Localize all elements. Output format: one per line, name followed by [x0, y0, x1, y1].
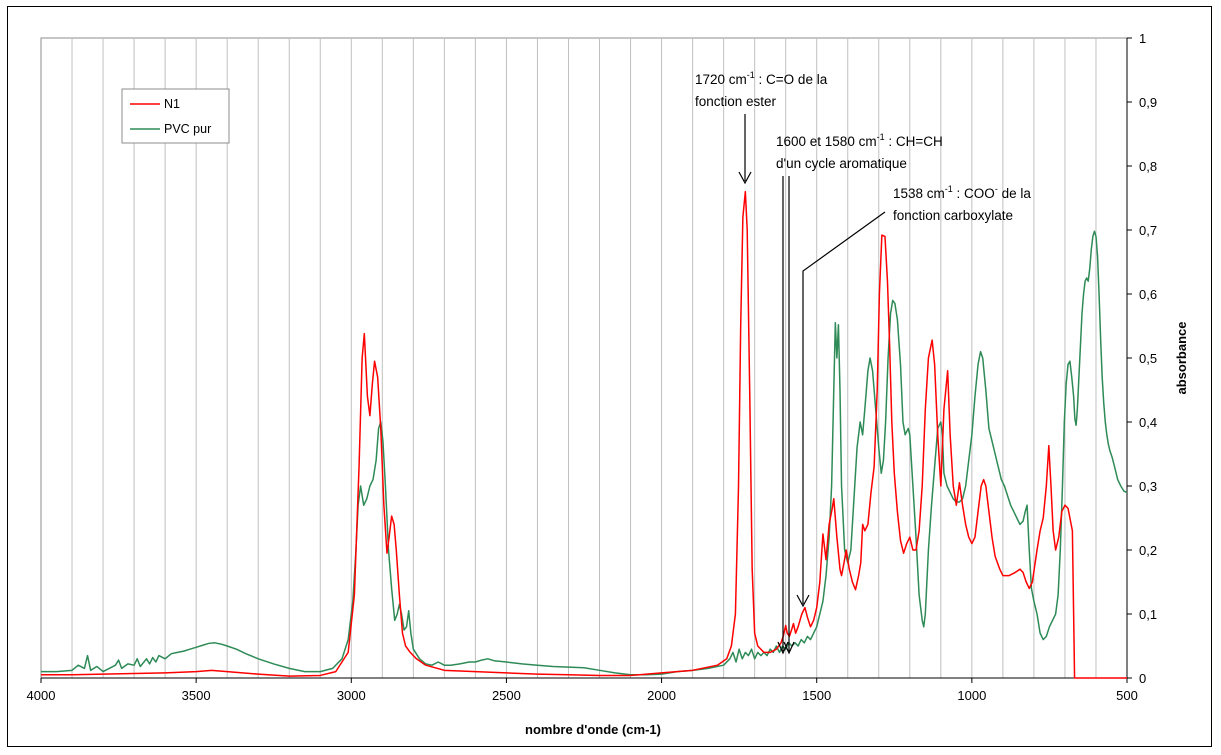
x-tick-label: 3000 [337, 688, 366, 703]
annotation-aromatic-arrowhead-1600 [777, 641, 789, 655]
vertical-gridlines [71, 38, 1097, 678]
y-tick-label: 0,7 [1139, 223, 1157, 238]
annotation-aromatic-arrowhead-1580 [783, 641, 795, 655]
annotation-ester-arrowhead [738, 171, 752, 185]
legend: N1 PVC pur [121, 88, 230, 144]
annotation-aromatic-line2: d'un cycle aromatique [776, 156, 907, 171]
series-line-pvc-pur [41, 230, 1128, 676]
annotation-ester-line1: 1720 cm-1 : C=O de la [695, 70, 828, 87]
y-tick-label: 0,5 [1139, 351, 1157, 366]
x-tick-label: 2500 [492, 688, 521, 703]
annotation-carboxylate-line2: fonction carboxylate [893, 208, 1013, 223]
legend-label-n1: N1 [164, 97, 180, 111]
annotation-carboxylate: 1538 cm-1 : COO- de la fonction carboxyl… [796, 184, 1031, 608]
annotation-carboxylate-leader [802, 211, 886, 604]
x-tick-label: 4000 [27, 688, 56, 703]
y-axis-ticks: 0 0,1 0,2 0,3 0,4 0,5 0,6 0,7 0,8 0,9 1 [1126, 31, 1157, 686]
annotation-ester: 1720 cm-1 : C=O de la fonction ester [695, 70, 828, 185]
legend-box [121, 88, 230, 144]
x-axis-ticks: 4000 3500 3000 2500 2000 1500 1000 500 [27, 677, 1138, 703]
legend-label-pvc-pur: PVC pur [164, 122, 211, 136]
annotation-carboxylate-line1: 1538 cm-1 : COO- de la [893, 184, 1031, 201]
y-tick-label: 0,6 [1139, 287, 1157, 302]
x-axis-title: nombre d'onde (cm-1) [525, 722, 661, 737]
annotation-ester-line2: fonction ester [695, 94, 777, 109]
x-tick-label: 500 [1116, 688, 1138, 703]
annotation-aromatic-line1: 1600 et 1580 cm-1 : CH=CH [776, 132, 943, 149]
y-tick-label: 1 [1139, 31, 1146, 46]
series-lines [41, 190, 1128, 679]
y-tick-label: 0 [1139, 671, 1146, 686]
annotation-aromatic: 1600 et 1580 cm-1 : CH=CH d'un cycle aro… [776, 132, 943, 655]
x-tick-label: 1000 [957, 688, 986, 703]
y-tick-label: 0,9 [1139, 95, 1157, 110]
x-tick-label: 1500 [802, 688, 831, 703]
y-tick-label: 0,3 [1139, 479, 1157, 494]
series-line-n1 [41, 190, 1127, 679]
y-axis-title: absorbance [1174, 322, 1189, 395]
x-tick-label: 3500 [182, 688, 211, 703]
x-tick-label: 2000 [647, 688, 676, 703]
annotation-carboxylate-arrowhead [796, 594, 810, 608]
y-tick-label: 0,8 [1139, 159, 1157, 174]
y-tick-label: 0,1 [1139, 607, 1157, 622]
y-tick-label: 0,4 [1139, 415, 1157, 430]
y-tick-label: 0,2 [1139, 543, 1157, 558]
